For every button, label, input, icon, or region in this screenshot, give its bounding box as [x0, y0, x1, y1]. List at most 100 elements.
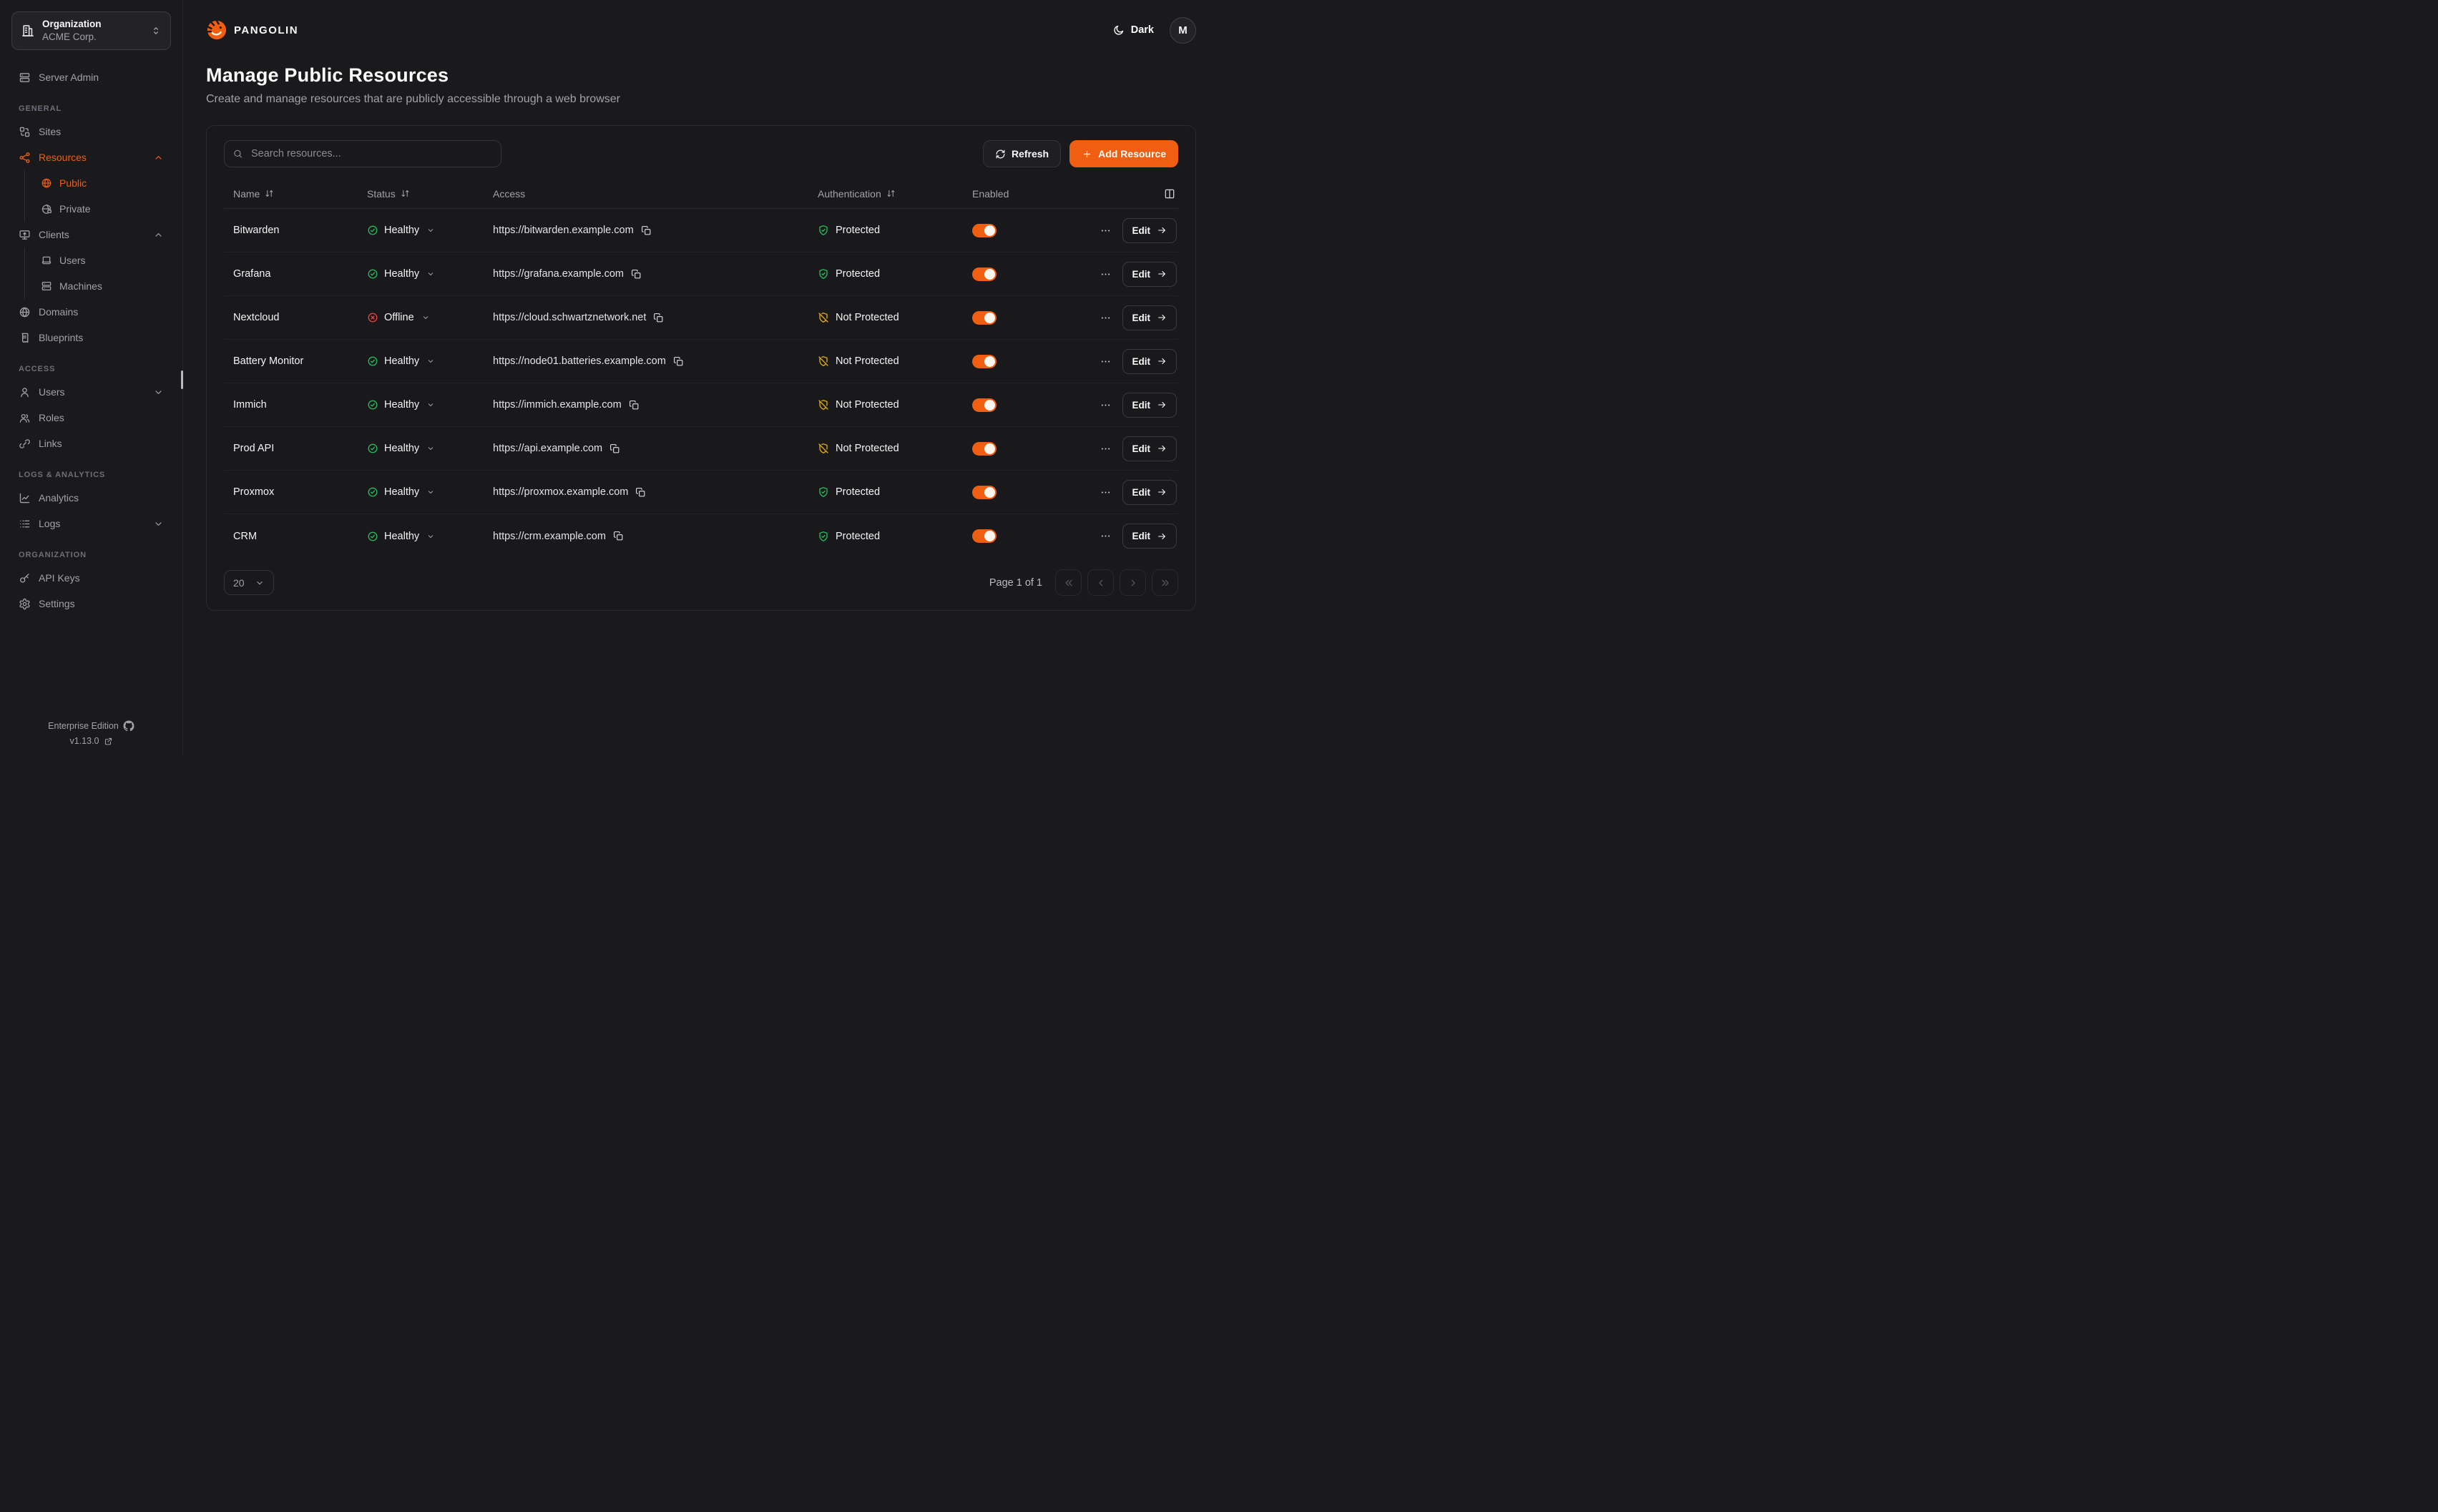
last-page-button[interactable]: [1152, 569, 1178, 596]
edit-button[interactable]: Edit: [1122, 392, 1177, 418]
copy-icon: [653, 313, 664, 323]
page-size-select[interactable]: 20: [224, 570, 274, 595]
row-menu-button[interactable]: [1100, 486, 1112, 499]
sidebar-item-links[interactable]: Links: [11, 431, 171, 456]
edit-button[interactable]: Edit: [1122, 305, 1177, 330]
sort-icon: [401, 189, 410, 198]
status-dropdown[interactable]: Healthy: [367, 443, 435, 454]
shield-off-icon: [818, 355, 829, 367]
row-menu-button[interactable]: [1100, 312, 1112, 324]
table-body: Bitwarden Healthy https://bitwarden.exam…: [224, 209, 1178, 558]
copy-url-button[interactable]: [629, 400, 640, 411]
row-menu-button[interactable]: [1100, 530, 1112, 542]
row-menu-button[interactable]: [1100, 355, 1112, 368]
edit-button[interactable]: Edit: [1122, 479, 1177, 505]
enabled-toggle[interactable]: [972, 267, 997, 281]
sidebar-item-api-keys[interactable]: API Keys: [11, 565, 171, 591]
organization-selector[interactable]: Organization ACME Corp.: [11, 11, 171, 51]
copy-url-button[interactable]: [635, 487, 646, 498]
chevron-down-icon: [426, 401, 435, 409]
copy-url-button[interactable]: [641, 225, 652, 236]
sidebar-item-resources[interactable]: Resources: [11, 144, 171, 170]
receipt-icon: [19, 332, 31, 344]
enabled-toggle[interactable]: [972, 485, 997, 499]
column-header-name[interactable]: Name: [224, 188, 358, 200]
sidebar-item-roles[interactable]: Roles: [11, 405, 171, 431]
copy-icon: [613, 531, 624, 541]
column-header-access: Access: [493, 187, 526, 200]
sidebar-item-users[interactable]: Users: [34, 247, 171, 273]
organization-label: Organization: [42, 19, 102, 29]
previous-page-button[interactable]: [1087, 569, 1114, 596]
column-header-status[interactable]: Status: [358, 188, 484, 200]
first-page-button[interactable]: [1055, 569, 1082, 596]
row-menu-button[interactable]: [1100, 268, 1112, 280]
external-link-icon[interactable]: [104, 737, 113, 746]
status-dropdown[interactable]: Healthy: [367, 531, 435, 542]
status-dropdown[interactable]: Healthy: [367, 399, 435, 411]
copy-url-button[interactable]: [610, 443, 620, 454]
sidebar-item-clients[interactable]: Clients: [11, 222, 171, 247]
sidebar-item-server-admin[interactable]: Server Admin: [11, 64, 171, 90]
copy-icon: [635, 487, 646, 498]
access-url: https://proxmox.example.com: [493, 486, 629, 498]
refresh-button[interactable]: Refresh: [982, 140, 1062, 167]
edit-button[interactable]: Edit: [1122, 436, 1177, 461]
sidebar-item-settings[interactable]: Settings: [11, 591, 171, 617]
theme-toggle-button[interactable]: Dark: [1112, 24, 1154, 36]
sidebar-item-public[interactable]: Public: [34, 170, 171, 196]
column-visibility-button[interactable]: [1164, 188, 1175, 200]
copy-url-button[interactable]: [631, 269, 642, 280]
chevron-down-icon: [153, 519, 164, 529]
main-content: PANGOLIN Dark M Manage Public Resources …: [183, 0, 1219, 756]
edit-button[interactable]: Edit: [1122, 348, 1177, 374]
copy-icon: [673, 356, 684, 367]
enabled-toggle[interactable]: [972, 529, 997, 543]
copy-url-button[interactable]: [613, 531, 624, 541]
edit-button[interactable]: Edit: [1122, 217, 1177, 243]
enabled-toggle[interactable]: [972, 354, 997, 368]
copy-url-button[interactable]: [653, 313, 664, 323]
row-menu-button[interactable]: [1100, 443, 1112, 455]
arrow-right-icon: [1157, 313, 1167, 323]
github-icon[interactable]: [123, 720, 134, 732]
status-dropdown[interactable]: Healthy: [367, 225, 435, 236]
ellipsis-icon: [1100, 225, 1112, 237]
sidebar-item-private[interactable]: Private: [34, 196, 171, 222]
chart-icon: [19, 492, 31, 504]
sidebar-item-blueprints[interactable]: Blueprints: [11, 325, 171, 350]
sidebar-item-domains[interactable]: Domains: [11, 299, 171, 325]
search-input[interactable]: [224, 140, 501, 167]
next-page-button[interactable]: [1120, 569, 1146, 596]
copy-icon: [641, 225, 652, 236]
add-resource-button[interactable]: Add Resource: [1069, 140, 1178, 167]
enabled-toggle[interactable]: [972, 223, 997, 237]
status-dropdown[interactable]: Healthy: [367, 486, 435, 498]
access-url: https://bitwarden.example.com: [493, 225, 634, 236]
table-row: CRM Healthy https://crm.example.com Prot…: [224, 514, 1178, 558]
enabled-toggle[interactable]: [972, 310, 997, 325]
row-menu-button[interactable]: [1100, 399, 1112, 411]
sidebar-item-sites[interactable]: Sites: [11, 119, 171, 144]
status-dropdown[interactable]: Healthy: [367, 355, 435, 367]
row-menu-button[interactable]: [1100, 225, 1112, 237]
auth-status: Protected: [818, 531, 880, 542]
sidebar-scrollbar[interactable]: [181, 370, 183, 389]
auth-status: Protected: [818, 486, 880, 498]
edit-button[interactable]: Edit: [1122, 261, 1177, 287]
user-avatar[interactable]: M: [1170, 16, 1196, 44]
enabled-toggle[interactable]: [972, 441, 997, 456]
healthy-icon: [367, 531, 378, 542]
moon-icon: [1112, 24, 1125, 36]
sidebar-item-users[interactable]: Users: [11, 379, 171, 405]
sidebar-item-analytics[interactable]: Analytics: [11, 485, 171, 511]
column-header-authentication[interactable]: Authentication: [808, 188, 963, 200]
sidebar-item-logs[interactable]: Logs: [11, 511, 171, 536]
copy-url-button[interactable]: [673, 356, 684, 367]
brand[interactable]: PANGOLIN: [206, 19, 298, 41]
status-dropdown[interactable]: Healthy: [367, 268, 435, 280]
edit-button[interactable]: Edit: [1122, 524, 1177, 549]
status-dropdown[interactable]: Offline: [367, 312, 430, 323]
sidebar-item-machines[interactable]: Machines: [34, 273, 171, 299]
enabled-toggle[interactable]: [972, 398, 997, 412]
